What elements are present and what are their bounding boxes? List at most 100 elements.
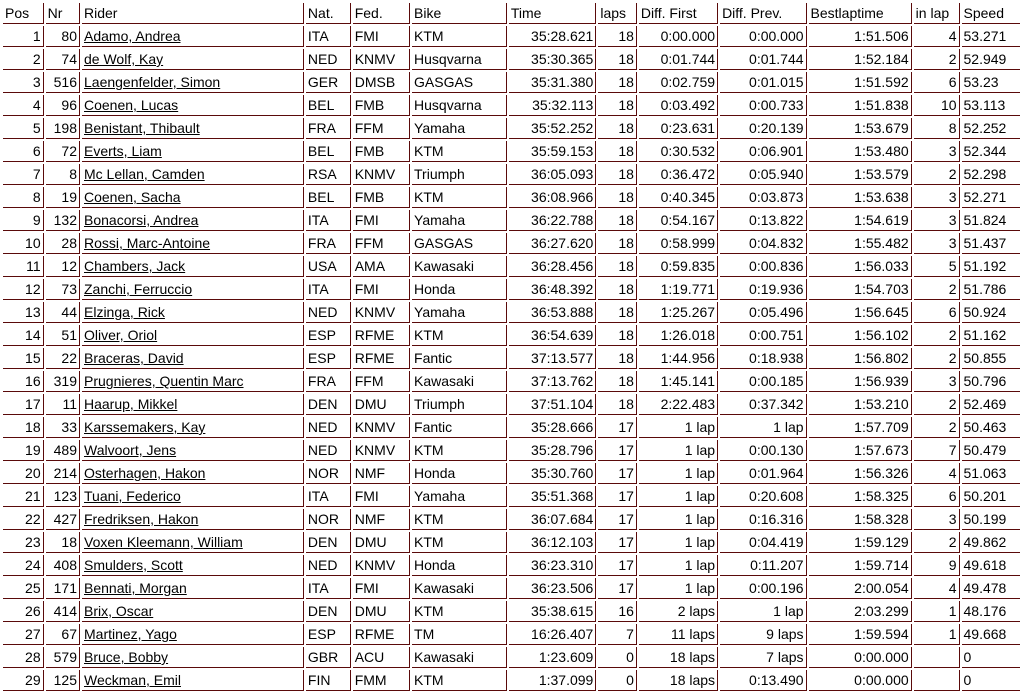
rider-link[interactable]: Mc Lellan, Camden [84,166,205,182]
rider-link[interactable]: Benistant, Thibault [84,120,200,136]
cell-nr: 427 [45,509,80,530]
rider-link[interactable]: Everts, Liam [84,143,162,159]
rider-link[interactable]: de Wolf, Kay [84,51,164,67]
cell-diff-first: 1 lap [638,417,719,438]
rider-link[interactable]: Smulders, Scott [84,557,183,573]
cell-pos: 25 [3,578,44,599]
cell-laps: 18 [598,210,637,231]
rider-link[interactable]: Rossi, Marc-Antoine [84,235,211,251]
cell-diff-first: 0:58.999 [638,233,719,254]
cell-bike: KTM [412,187,507,208]
cell-pos: 1 [3,26,44,47]
cell-time: 1:23.609 [508,647,597,668]
rider-link[interactable]: Bruce, Bobby [84,649,169,665]
table-row: 13 44 Elzinga, Rick NED KNMV Yamaha 36:53.888 1… [3,302,1020,323]
rider-link[interactable]: Prugnieres, Quentin Marc [84,373,244,389]
cell-laps: 18 [598,95,637,116]
rider-link[interactable]: Chambers, Jack [84,258,186,274]
cell-nat: ESP [305,348,351,369]
rider-link[interactable]: Weckman, Emil [84,672,181,688]
rider-link[interactable]: Brix, Oscar [84,603,154,619]
cell-fed: KNMV [352,440,411,461]
cell-nr: 125 [45,670,80,691]
cell-laps: 18 [598,348,637,369]
cell-bike: Kawasaki [412,371,507,392]
cell-nat: FRA [305,118,351,139]
cell-fed: DMU [352,532,411,553]
cell-pos: 27 [3,624,44,645]
cell-nr: 33 [45,417,80,438]
cell-diff-prev: 0:04.419 [720,532,807,553]
rider-link[interactable]: Bonacorsi, Andrea [84,212,199,228]
cell-bike: KTM [412,325,507,346]
cell-bestlaptime: 1:51.506 [808,26,912,47]
cell-time: 36:12.103 [508,532,597,553]
cell-nr: 132 [45,210,80,231]
cell-diff-first: 0:02.759 [638,72,719,93]
rider-link[interactable]: Oliver, Oriol [84,327,158,343]
cell-bike: KTM [412,532,507,553]
cell-nat: ESP [305,624,351,645]
rider-link[interactable]: Haarup, Mikkel [84,396,178,412]
cell-diff-prev: 0:00.733 [720,95,807,116]
rider-link[interactable]: Coenen, Lucas [84,97,179,113]
cell-fed: FMI [352,486,411,507]
cell-pos: 19 [3,440,44,461]
cell-pos: 8 [3,187,44,208]
rider-link[interactable]: Osterhagen, Hakon [84,465,206,481]
cell-in-lap: 2 [913,49,960,70]
cell-speed: 49.862 [961,532,1020,553]
table-row: 15 22 Braceras, David ESP RFME Fantic 37:13.57… [3,348,1020,369]
cell-time: 37:13.577 [508,348,597,369]
cell-pos: 5 [3,118,44,139]
cell-bestlaptime: 1:53.679 [808,118,912,139]
column-header-bike: Bike [412,3,507,24]
rider-link[interactable]: Elzinga, Rick [84,304,165,320]
cell-bike: Yamaha [412,486,507,507]
cell-bestlaptime: 1:56.033 [808,256,912,277]
cell-diff-prev: 0:06.901 [720,141,807,162]
cell-in-lap: 2 [913,417,960,438]
table-row: 28 579 Bruce, Bobby GBR ACU Kawasaki 1:23.609 0… [3,647,1020,668]
rider-link[interactable]: Adamo, Andrea [84,28,181,44]
cell-rider: Coenen, Lucas [82,95,304,116]
cell-bestlaptime: 1:59.129 [808,532,912,553]
rider-link[interactable]: Karssemakers, Kay [84,419,206,435]
rider-link[interactable]: Braceras, David [84,350,184,366]
rider-link[interactable]: Laengenfelder, Simon [84,74,221,90]
cell-speed: 53.23 [961,72,1020,93]
cell-fed: KNMV [352,49,411,70]
cell-fed: FMM [352,670,411,691]
cell-in-lap: 5 [913,256,960,277]
cell-nat: GER [305,72,351,93]
cell-rider: Walvoort, Jens [82,440,304,461]
cell-laps: 18 [598,26,637,47]
rider-link[interactable]: Zanchi, Ferruccio [84,281,193,297]
cell-pos: 22 [3,509,44,530]
cell-diff-prev: 0:04.832 [720,233,807,254]
cell-time: 36:07.684 [508,509,597,530]
cell-in-lap: 1 [913,624,960,645]
cell-bestlaptime: 1:56.102 [808,325,912,346]
cell-bestlaptime: 1:52.184 [808,49,912,70]
cell-speed: 53.113 [961,95,1020,116]
rider-link[interactable]: Martinez, Yago [84,626,177,642]
cell-rider: Bonacorsi, Andrea [82,210,304,231]
rider-link[interactable]: Walvoort, Jens [84,442,177,458]
cell-bestlaptime: 1:58.325 [808,486,912,507]
cell-diff-prev: 0:05.940 [720,164,807,185]
column-header-bestlaptime: Bestlaptime [808,3,912,24]
rider-link[interactable]: Coenen, Sacha [84,189,181,205]
cell-rider: Prugnieres, Quentin Marc [82,371,304,392]
cell-diff-first: 1 lap [638,440,719,461]
table-row: 24 408 Smulders, Scott NED KNMV Honda 36:23.31… [3,555,1020,576]
rider-link[interactable]: Tuani, Federico [84,488,181,504]
cell-speed: 50.201 [961,486,1020,507]
rider-link[interactable]: Voxen Kleemann, William [84,534,243,550]
cell-bike: Husqvarna [412,49,507,70]
table-row: 5 198 Benistant, Thibault FRA FFM Yamaha 35:52… [3,118,1020,139]
cell-diff-first: 0:01.744 [638,49,719,70]
rider-link[interactable]: Bennati, Morgan [84,580,187,596]
cell-bestlaptime: 1:59.714 [808,555,912,576]
rider-link[interactable]: Fredriksen, Hakon [84,511,199,527]
